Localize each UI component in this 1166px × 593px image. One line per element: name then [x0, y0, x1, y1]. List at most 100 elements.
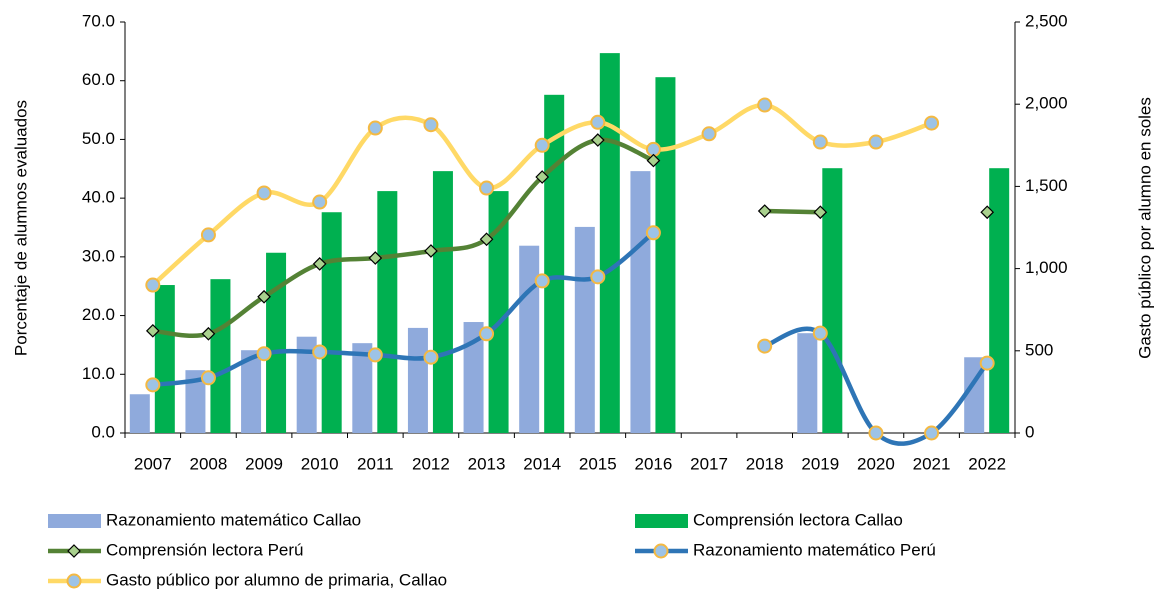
marker [813, 205, 828, 220]
marker [812, 134, 828, 150]
y2-tick-label: 1,500 [1025, 176, 1068, 195]
y2-tick-label: 2,000 [1025, 94, 1068, 113]
marker [757, 338, 773, 354]
bar [630, 171, 651, 434]
y-tick-label: 60.0 [82, 70, 115, 89]
x-tick-label: 2020 [857, 454, 895, 473]
bar [655, 77, 676, 433]
y-axis-title: Porcentaje de alumnos evaluados [11, 100, 30, 356]
x-tick-label: 2021 [913, 454, 951, 473]
x-tick-label: 2018 [746, 454, 784, 473]
marker [535, 170, 550, 184]
y-tick-label: 10.0 [82, 364, 115, 383]
legend-label: Razonamiento matemático Callao [106, 510, 361, 529]
marker [534, 137, 550, 153]
marker [479, 326, 495, 342]
bar [432, 171, 453, 434]
legend-label: Comprensión lectora Callao [693, 510, 903, 529]
line [762, 208, 823, 215]
y2-tick-label: 500 [1025, 340, 1053, 359]
bar [185, 370, 206, 433]
x-tick-label: 2015 [579, 454, 617, 473]
marker [924, 115, 940, 131]
marker [312, 194, 328, 210]
marker [479, 232, 494, 247]
marker [924, 425, 940, 441]
marker [257, 289, 271, 304]
x-tick-label: 2019 [801, 454, 839, 473]
bar [266, 252, 287, 433]
marker [590, 114, 606, 130]
x-tick-label: 2022 [968, 454, 1006, 473]
y2-tick-label: 0 [1025, 422, 1034, 441]
marker [424, 244, 438, 258]
y2-axis-title: Gasto público por alumno en soles [1135, 97, 1154, 359]
bar [544, 94, 565, 433]
marker [479, 180, 495, 196]
marker [200, 227, 216, 243]
legend-label: Comprensión lectora Perú [106, 540, 303, 559]
marker [256, 185, 272, 201]
bar [488, 191, 509, 433]
marker [200, 370, 216, 386]
bar [154, 285, 175, 433]
legend-label: Razonamiento matemático Perú [693, 540, 936, 559]
x-tick-label: 2009 [245, 454, 283, 473]
legend-marker [67, 544, 81, 558]
marker [145, 323, 160, 338]
legend-label: Gasto público por alumno de primaria, Ca… [106, 570, 447, 589]
x-tick-label: 2017 [690, 454, 728, 473]
marker [423, 117, 439, 133]
bar [210, 279, 231, 433]
bar [599, 53, 620, 434]
line [150, 102, 934, 288]
bar [519, 245, 540, 433]
marker [367, 120, 383, 136]
bar [797, 333, 818, 433]
marker [534, 273, 550, 289]
x-tick-label: 2013 [468, 454, 506, 473]
bar [822, 168, 843, 433]
x-tick-label: 2011 [357, 454, 394, 473]
legend-marker [66, 573, 82, 589]
x-tick-label: 2010 [301, 454, 339, 473]
marker [812, 325, 828, 341]
marker [701, 126, 717, 142]
marker [423, 349, 439, 365]
bar [241, 350, 262, 433]
bar [463, 322, 484, 433]
x-tick-label: 2007 [134, 454, 172, 473]
x-tick-label: 2012 [412, 454, 450, 473]
y-tick-label: 20.0 [82, 305, 115, 324]
marker [312, 344, 328, 360]
y-tick-label: 50.0 [82, 129, 115, 148]
marker [145, 377, 161, 393]
bar [352, 343, 373, 433]
marker [368, 251, 383, 265]
marker [367, 347, 383, 363]
marker [646, 153, 661, 168]
marker [979, 355, 995, 371]
marker [590, 133, 605, 147]
bar [129, 394, 150, 433]
y2-tick-label: 2,500 [1025, 11, 1068, 30]
y2-tick-label: 1,000 [1025, 258, 1068, 277]
marker [256, 346, 272, 362]
marker [868, 425, 884, 441]
bar [989, 168, 1010, 433]
legend-swatch [48, 514, 101, 528]
marker [980, 205, 995, 220]
bar [407, 327, 428, 433]
legend-marker [653, 543, 669, 559]
x-tick-label: 2014 [523, 454, 561, 473]
marker [645, 225, 661, 241]
marker [590, 269, 606, 285]
x-tick-label: 2008 [190, 454, 228, 473]
legend-swatch [635, 514, 688, 528]
y-tick-label: 30.0 [82, 246, 115, 265]
marker [145, 277, 161, 293]
bar [321, 212, 342, 433]
y-tick-label: 0.0 [91, 422, 115, 441]
marker [757, 97, 773, 113]
